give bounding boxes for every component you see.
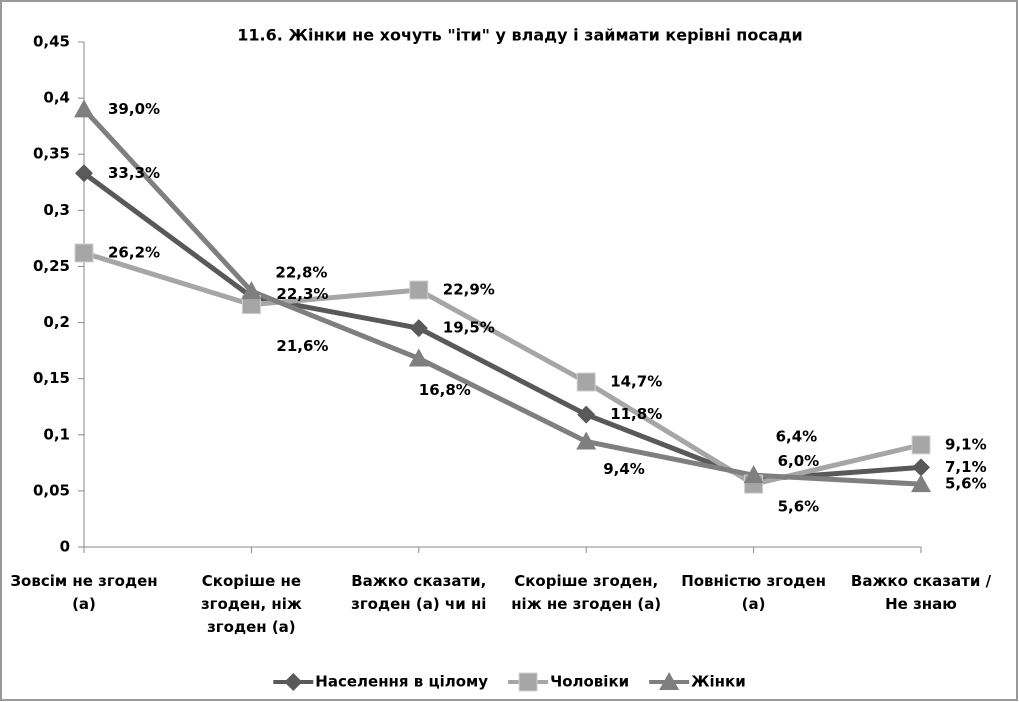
y-tick-label: 0,2 — [43, 313, 70, 331]
y-tick-label: 0,1 — [43, 425, 70, 443]
data-label: 7,1% — [945, 458, 987, 476]
marker — [408, 348, 429, 367]
series-line — [82, 107, 922, 487]
x-tick-label: Скоріше не згоден, ніж згоден (а) — [200, 572, 302, 636]
marker — [576, 372, 596, 392]
chart-title: 11.6. Жінки не хочуть "іти" у владу і за… — [237, 26, 802, 45]
data-label: 16,8% — [419, 381, 471, 399]
x-tick-label: Зовсім не згоден (а) — [10, 572, 158, 613]
x-tick-label: Важко сказати / Не знаю — [850, 572, 992, 613]
data-label: 22,3% — [276, 285, 328, 303]
y-tick-label: 0,25 — [33, 257, 70, 275]
data-label: 39,0% — [108, 100, 160, 118]
marker — [74, 99, 94, 118]
marker — [75, 164, 93, 183]
marker — [284, 673, 303, 691]
marker — [912, 458, 930, 477]
marker — [659, 672, 680, 690]
data-label: 5,6% — [945, 475, 987, 493]
x-tick-label: Важко сказати, згоден (а) чи ні — [351, 572, 487, 613]
marker — [74, 243, 94, 263]
marker — [409, 280, 429, 300]
marker — [911, 435, 931, 455]
data-label: 9,1% — [945, 435, 987, 453]
y-tick-label: 0,4 — [43, 89, 70, 107]
marker — [409, 319, 428, 338]
data-label: 14,7% — [610, 373, 662, 391]
legend-label: Населення в цілому — [315, 673, 488, 691]
legend-label: Жінки — [691, 673, 746, 691]
legend-label: Чоловіки — [550, 673, 629, 691]
data-label: 11,8% — [610, 405, 662, 423]
data-label: 22,8% — [275, 264, 327, 282]
data-label: 21,6% — [276, 337, 328, 355]
data-label: 6,0% — [778, 452, 820, 470]
y-tick-label: 0,15 — [33, 369, 70, 387]
y-tick-label: 0,45 — [33, 33, 70, 51]
marker — [518, 672, 538, 692]
legend: Населення в цілому Чоловіки Жінки — [273, 672, 746, 692]
marker — [576, 431, 597, 450]
data-label: 33,3% — [108, 164, 160, 182]
y-tick-label: 0,3 — [43, 201, 70, 219]
data-label: 5,6% — [778, 498, 820, 516]
x-tick-label: Повністю згоден (а) — [681, 572, 826, 613]
y-tick-label: 0,35 — [33, 145, 70, 163]
data-label: 9,4% — [603, 460, 645, 478]
y-tick-label: 0,05 — [33, 481, 70, 499]
marker — [241, 281, 262, 300]
data-label: 6,4% — [776, 428, 818, 446]
data-label: 19,5% — [443, 319, 495, 337]
data-label: 22,9% — [443, 281, 495, 299]
y-tick-label: 0 — [60, 538, 70, 556]
data-label: 26,2% — [108, 243, 160, 261]
x-tick-label: Скоріше згоден, ніж не згоден (а) — [511, 572, 662, 613]
marker — [577, 405, 596, 424]
marker — [911, 474, 931, 493]
marker — [743, 465, 764, 484]
